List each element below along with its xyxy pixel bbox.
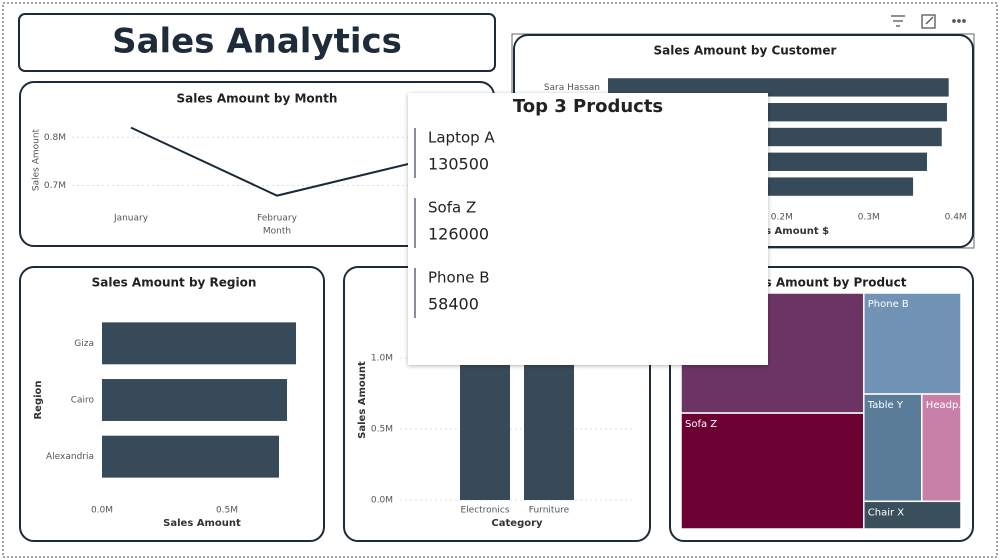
treemap-cell bbox=[921, 393, 962, 503]
chart-title: Sales Amount by Customer bbox=[654, 44, 837, 58]
y-tick-label: Giza bbox=[74, 339, 94, 349]
chart-title: Sales Amount by Region bbox=[92, 276, 257, 290]
y-axis-label: Sales Amount bbox=[32, 128, 42, 191]
y-tick-label: 1.0M bbox=[371, 354, 393, 364]
y-tick-label: 0.7M bbox=[44, 181, 66, 191]
treemap-cell bbox=[863, 500, 962, 530]
bar bbox=[102, 379, 287, 421]
filter-icon[interactable] bbox=[891, 15, 905, 27]
visual-header-icons bbox=[891, 14, 966, 29]
y-tick-label: Sara Hassan bbox=[544, 83, 600, 93]
bar bbox=[102, 322, 296, 365]
x-tick-label: 0.3M bbox=[858, 213, 880, 223]
card-item-value: 58400 bbox=[428, 295, 479, 314]
treemap-cell bbox=[863, 393, 923, 503]
y-tick-label: Alexandria bbox=[46, 452, 94, 462]
treemap-label: Headp... bbox=[926, 400, 968, 411]
focus-mode-icon[interactable] bbox=[921, 14, 936, 29]
treemap-cell bbox=[680, 412, 865, 530]
x-axis-label: Month bbox=[263, 227, 291, 237]
x-tick-label: 0.4M bbox=[945, 213, 967, 223]
tooltip-card: Top 3 Products Laptop A 130500 Sofa Z 12600… bbox=[408, 93, 768, 365]
x-tick-label: Furniture bbox=[529, 506, 570, 516]
card-item-name: Sofa Z bbox=[428, 199, 476, 217]
x-axis-label: Category bbox=[491, 518, 543, 529]
y-tick-label: 0.0M bbox=[371, 496, 393, 506]
title-box bbox=[18, 13, 496, 72]
x-tick-label: 0.5M bbox=[216, 506, 238, 516]
card-item-name: Phone B bbox=[428, 269, 490, 287]
card-item-value: 130500 bbox=[428, 155, 489, 174]
dashboard-title: Sales Analytics bbox=[112, 22, 402, 62]
treemap-label: Phone B bbox=[868, 299, 909, 310]
card-bg bbox=[408, 93, 768, 365]
x-tick-label: Electronics bbox=[460, 506, 509, 516]
more-options-icon[interactable] bbox=[952, 19, 966, 23]
treemap-label: Chair X bbox=[868, 507, 905, 518]
x-tick-label: 0.2M bbox=[771, 213, 793, 223]
y-tick-label: 0.8M bbox=[44, 133, 66, 143]
line-series bbox=[130, 126, 424, 197]
treemap-label: Sofa Z bbox=[685, 419, 717, 430]
treemap-cell bbox=[863, 292, 962, 395]
y-tick-label: Cairo bbox=[71, 396, 95, 406]
x-tick-label: 0.0M bbox=[91, 506, 113, 516]
card-title: Top 3 Products bbox=[513, 96, 663, 117]
treemap-label: Table Y bbox=[867, 400, 904, 411]
y-axis-label: Region bbox=[33, 380, 44, 419]
x-axis-label: Sales Amount bbox=[163, 518, 241, 529]
card-item-name: Laptop A bbox=[428, 129, 495, 147]
y-tick-label: 0.5M bbox=[371, 425, 393, 435]
x-tick-label: January bbox=[113, 214, 149, 224]
x-tick-label: February bbox=[257, 214, 298, 224]
x-axis-label: Sales Amount $ bbox=[741, 226, 829, 237]
y-axis-label: Sales Amount bbox=[357, 361, 368, 439]
bar bbox=[102, 435, 279, 478]
chart-title: Sales Amount by Product bbox=[736, 276, 907, 290]
chart-title: Sales Amount by Month bbox=[177, 92, 338, 106]
card-item-value: 126000 bbox=[428, 225, 489, 244]
bar bbox=[608, 78, 949, 97]
